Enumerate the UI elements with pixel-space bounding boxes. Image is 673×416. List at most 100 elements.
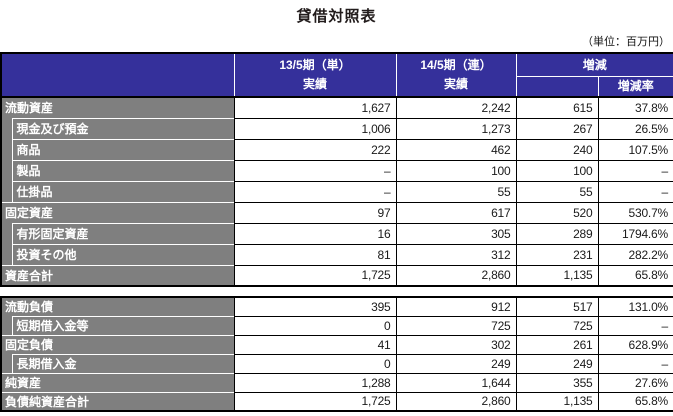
- value-cell: 1,644: [395, 372, 517, 393]
- row-indent: [1, 139, 12, 160]
- value-cell: 1,288: [233, 372, 397, 393]
- value-cell: 1,725: [233, 391, 397, 412]
- row-label: 流動負債: [1, 296, 235, 316]
- value-cell: –: [233, 180, 397, 203]
- value-cell: 302: [395, 334, 517, 355]
- value-cell: 81: [233, 243, 397, 266]
- value-cell: 1,135: [515, 391, 599, 412]
- row-label: 長期借入金: [11, 353, 235, 373]
- value-cell: 55: [395, 180, 517, 203]
- table-row: 仕掛品 – 55 55 –: [1, 180, 673, 203]
- col-header-change: 増減: [515, 52, 673, 77]
- row-label: 資産合計: [1, 264, 234, 286]
- value-cell: 615: [515, 96, 599, 119]
- row-label: 仕掛品: [11, 180, 234, 202]
- value-cell: 249: [515, 353, 599, 374]
- table-row: 資産合計 1,725 2,860 1,135 65.8%: [1, 264, 673, 287]
- value-cell: 55: [515, 180, 599, 203]
- table-row: 投資その他 81 312 231 282.2%: [1, 243, 673, 266]
- value-cell: 305: [395, 222, 517, 245]
- value-cell: 2,860: [395, 264, 517, 287]
- value-cell: 1794.6%: [597, 222, 673, 245]
- row-label: 負債純資産合計: [1, 391, 235, 411]
- col-header-period2: 14/5期（連） 実績: [395, 52, 517, 98]
- table-row: 流動負債 395 912 517 131.0%: [1, 296, 673, 317]
- row-indent: [1, 316, 12, 335]
- row-indent: [1, 160, 12, 181]
- col-header-period2-line1: 14/5期（連）: [420, 58, 492, 73]
- value-cell: 27.6%: [597, 372, 673, 393]
- value-cell: 1,627: [233, 96, 397, 119]
- page-title: 貸借対照表: [296, 8, 377, 25]
- row-label: 流動資産: [1, 96, 234, 118]
- row-label: 有形固定資産: [11, 222, 234, 244]
- table-row: 有形固定資産 16 305 289 1794.6%: [1, 222, 673, 245]
- table-row: 純資産 1,288 1,644 355 27.6%: [1, 372, 673, 393]
- value-cell: 65.8%: [597, 264, 673, 287]
- table-row: 負債純資産合計 1,725 2,860 1,135 65.8%: [1, 391, 673, 412]
- balance-sheet-liabilities-table: 流動負債 395 912 517 131.0% 短期借入金等 0 725 725…: [0, 296, 673, 412]
- row-label: 投資その他: [11, 243, 234, 265]
- value-cell: –: [597, 315, 673, 336]
- row-label: 製品: [11, 159, 234, 181]
- value-cell: –: [597, 180, 673, 203]
- table-row: 現金及び預金 1,006 1,273 267 26.5%: [1, 117, 673, 140]
- value-cell: 16: [233, 222, 397, 245]
- value-cell: 725: [395, 315, 517, 336]
- row-label: 現金及び預金: [11, 117, 234, 139]
- row-label: 短期借入金等: [11, 315, 235, 335]
- table-row: 製品 – 100 100 –: [1, 159, 673, 182]
- table-row: 短期借入金等 0 725 725 –: [1, 315, 673, 336]
- value-cell: 2,242: [395, 96, 517, 119]
- value-cell: 131.0%: [597, 296, 673, 317]
- value-cell: 26.5%: [597, 117, 673, 140]
- value-cell: 912: [395, 296, 517, 317]
- col-header-blank: [0, 52, 235, 98]
- value-cell: 65.8%: [597, 391, 673, 412]
- row-label: 商品: [11, 138, 234, 160]
- value-cell: 1,725: [233, 264, 397, 287]
- value-cell: 312: [395, 243, 517, 266]
- value-cell: 97: [233, 201, 397, 224]
- value-cell: 222: [233, 138, 397, 161]
- col-header-period1: 13/5期（単） 実績: [233, 52, 397, 98]
- value-cell: 725: [515, 315, 599, 336]
- table-row: 固定資産 97 617 520 530.7%: [1, 201, 673, 224]
- table-row: 商品 222 462 240 107.5%: [1, 138, 673, 161]
- value-cell: 289: [515, 222, 599, 245]
- value-cell: 628.9%: [597, 334, 673, 355]
- col-header-period1-line2: 実績: [302, 77, 327, 91]
- col-header-period2-line2: 実績: [443, 77, 468, 91]
- col-header-change-rate: 増減率: [597, 76, 673, 98]
- value-cell: 0: [233, 353, 397, 374]
- value-cell: 249: [395, 353, 517, 374]
- row-label: 純資産: [1, 372, 235, 392]
- section-gap: [0, 287, 673, 296]
- value-cell: 267: [515, 117, 599, 140]
- col-header-change-blank: [515, 76, 599, 98]
- row-indent: [1, 181, 12, 202]
- value-cell: 261: [515, 334, 599, 355]
- value-cell: 462: [395, 138, 517, 161]
- table-row: 流動資産 1,627 2,242 615 37.8%: [1, 96, 673, 119]
- value-cell: 2,860: [395, 391, 517, 412]
- value-cell: 617: [395, 201, 517, 224]
- unit-note: （単位：百万円）: [582, 36, 670, 48]
- value-cell: 37.8%: [597, 96, 673, 119]
- balance-sheet-assets-table: 13/5期（単） 実績 14/5期（連） 実績 増減 増減率 流動資産 1,62…: [0, 52, 673, 287]
- value-cell: 231: [515, 243, 599, 266]
- row-indent: [1, 354, 12, 373]
- value-cell: 100: [515, 159, 599, 182]
- value-cell: 107.5%: [597, 138, 673, 161]
- value-cell: 41: [233, 334, 397, 355]
- value-cell: 1,273: [395, 117, 517, 140]
- value-cell: 282.2%: [597, 243, 673, 266]
- value-cell: 530.7%: [597, 201, 673, 224]
- table-header: 13/5期（単） 実績 14/5期（連） 実績 増減 増減率: [0, 52, 673, 98]
- value-cell: 100: [395, 159, 517, 182]
- value-cell: –: [597, 159, 673, 182]
- value-cell: 1,006: [233, 117, 397, 140]
- table-row: 長期借入金 0 249 249 –: [1, 353, 673, 374]
- value-cell: –: [233, 159, 397, 182]
- value-cell: –: [597, 353, 673, 374]
